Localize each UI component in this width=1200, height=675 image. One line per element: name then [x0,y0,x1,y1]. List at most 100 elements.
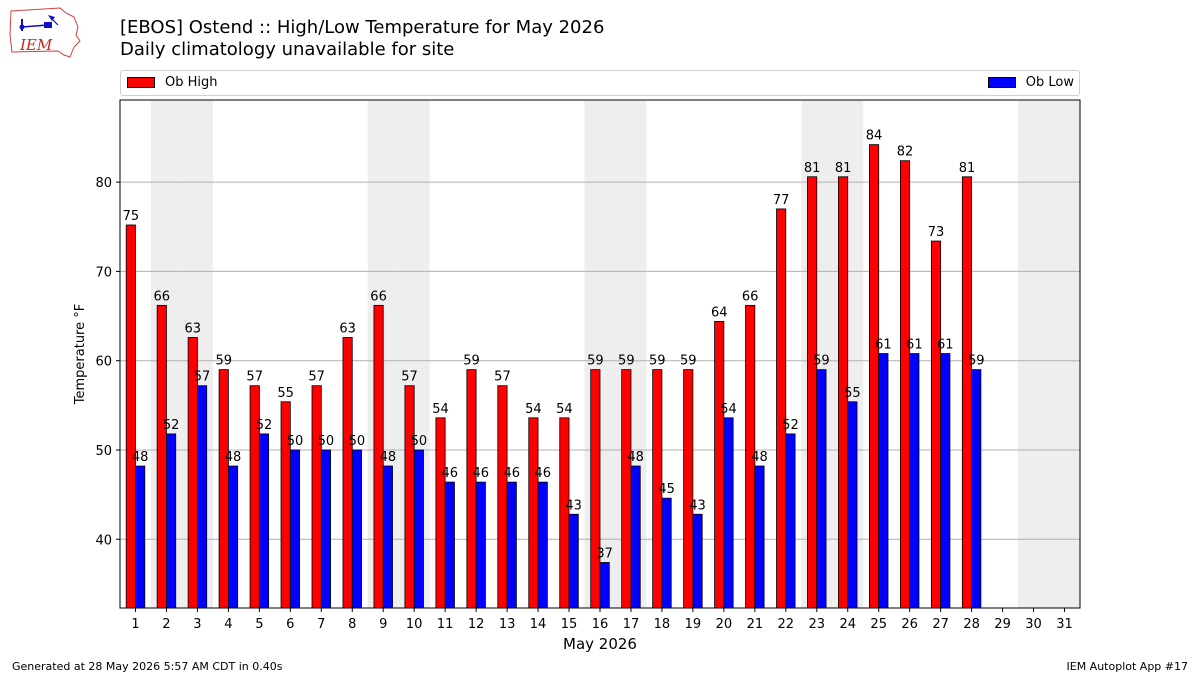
x-tick-label-22: 22 [778,617,795,632]
high-value-label-day-6: 55 [277,386,294,401]
x-tick-label-17: 17 [623,617,640,632]
x-tick-label-6: 6 [286,617,294,632]
x-tick-label-27: 27 [932,617,949,632]
low-bar-day-2 [166,433,177,609]
y-tick-label-80: 80 [95,176,112,191]
x-tick-label-3: 3 [193,617,201,632]
x-tick-label-2: 2 [162,617,170,632]
high-value-label-day-5: 57 [246,370,263,385]
legend-label-high: Ob High [165,75,218,90]
chart-title: [EBOS] Ostend :: High/Low Temperature fo… [120,17,605,38]
low-value-label-day-2: 52 [163,418,180,433]
high-value-label-day-11: 54 [432,402,449,417]
low-bar-day-4 [227,465,239,609]
y-tick-label-40: 40 [95,533,112,548]
low-value-label-day-16: 37 [596,546,613,561]
high-value-label-day-28: 81 [959,161,976,176]
high-value-label-day-1: 75 [123,209,140,224]
y-tick-label-60: 60 [95,355,112,370]
legend-label-low: Ob Low [1025,75,1074,90]
low-value-label-day-4: 48 [225,450,242,465]
x-tick-label-4: 4 [224,617,232,632]
low-bar-day-10 [413,449,424,609]
high-value-label-day-22: 77 [773,193,790,208]
x-tick-label-14: 14 [530,617,547,632]
high-bar-day-11 [435,417,446,609]
x-tick-label-18: 18 [654,617,671,632]
x-tick-label-31: 31 [1056,617,1073,632]
high-value-label-day-9: 66 [370,289,387,304]
low-value-label-day-25: 61 [875,338,892,353]
low-value-label-day-5: 52 [256,418,273,433]
low-value-label-day-7: 50 [318,434,335,449]
high-value-label-day-25: 84 [866,129,883,144]
low-value-label-day-19: 43 [689,498,706,513]
low-value-label-day-11: 46 [442,466,459,481]
low-value-label-day-3: 57 [194,370,211,385]
low-bar-day-20 [723,417,734,609]
high-value-label-day-8: 63 [339,321,356,336]
high-value-label-day-27: 73 [928,225,945,240]
low-bar-day-28 [971,369,982,609]
low-bar-day-12 [475,481,486,609]
high-value-label-day-19: 59 [680,354,697,369]
x-tick-label-7: 7 [317,617,325,632]
high-value-label-day-15: 54 [556,402,573,417]
low-bar-day-6 [289,449,301,609]
high-bar-day-17 [621,369,632,609]
low-value-label-day-20: 54 [720,402,737,417]
low-bar-day-17 [630,465,641,609]
high-value-label-day-18: 59 [649,354,666,369]
x-tick-label-21: 21 [747,617,764,632]
low-value-label-day-21: 48 [751,450,768,465]
x-tick-label-10: 10 [406,617,423,632]
x-tick-label-29: 29 [994,617,1011,632]
low-bar-day-24 [847,401,858,609]
x-axis-label: May 2026 [563,635,637,653]
high-bar-day-1 [125,224,136,609]
x-tick-label-16: 16 [592,617,609,632]
low-value-label-day-26: 61 [906,338,923,353]
low-bar-day-25 [878,353,889,609]
low-bar-day-15 [568,513,579,609]
x-tick-label-23: 23 [809,617,826,632]
high-bar-day-10 [404,385,415,609]
x-tick-label-5: 5 [255,617,263,632]
low-bar-day-26 [909,353,920,609]
high-value-label-day-24: 81 [835,161,852,176]
low-bar-day-13 [506,481,517,609]
low-bar-day-23 [816,369,827,609]
x-tick-label-20: 20 [716,617,733,632]
low-value-label-day-18: 45 [658,482,675,497]
high-value-label-day-21: 66 [742,289,759,304]
low-bar-day-3 [197,385,208,609]
x-tick-label-9: 9 [379,617,387,632]
low-value-label-day-12: 46 [473,466,490,481]
low-value-label-day-22: 52 [782,418,799,433]
low-bar-day-27 [940,353,951,609]
low-value-label-day-14: 46 [534,466,551,481]
high-bar-day-14 [528,417,539,609]
x-tick-label-15: 15 [561,617,578,632]
low-value-label-day-6: 50 [287,434,304,449]
high-value-label-day-26: 82 [897,145,914,160]
low-bar-day-9 [382,465,393,609]
low-value-label-day-15: 43 [565,498,582,513]
low-value-label-day-10: 50 [411,434,428,449]
high-value-label-day-17: 59 [618,354,635,369]
x-tick-label-13: 13 [499,617,516,632]
legend-item-high: Ob High [127,75,218,90]
high-bar-day-22 [776,208,787,609]
high-bar-day-13 [497,385,508,609]
high-value-label-day-14: 54 [525,402,542,417]
high-bar-day-12 [466,369,477,609]
high-bar-day-8 [342,337,353,609]
chart-subtitle: Daily climatology unavailable for site [120,39,455,60]
low-value-label-day-8: 50 [349,434,366,449]
low-value-label-day-28: 59 [968,354,985,369]
high-value-label-day-10: 57 [401,370,418,385]
weekend-band [1018,100,1050,608]
high-bar-day-23 [807,176,818,609]
low-bar-day-16 [599,562,610,609]
